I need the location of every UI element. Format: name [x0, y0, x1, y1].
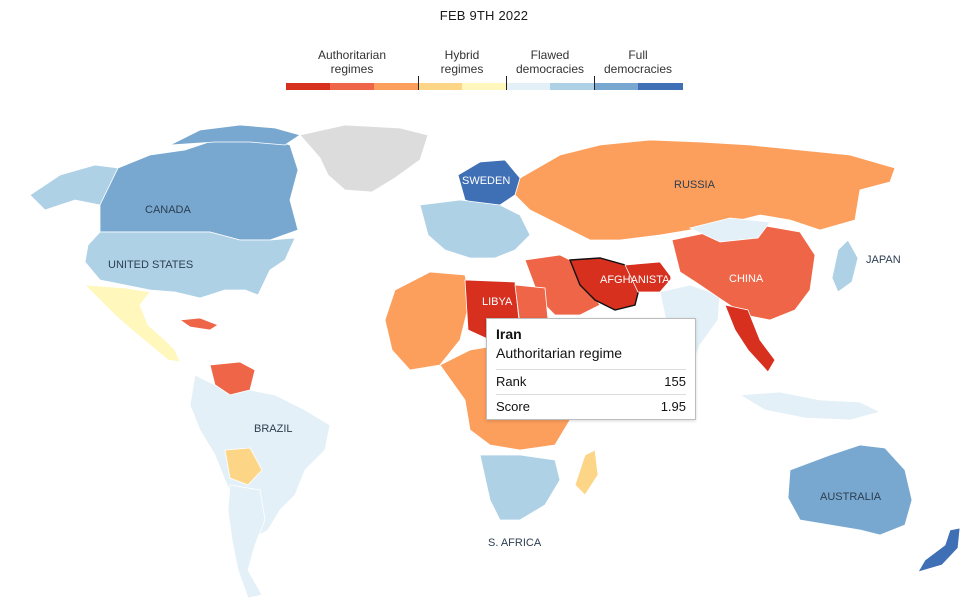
country-bolivia[interactable]: [224, 447, 263, 486]
legend: Authoritarian regimes Hybrid regimes Fla…: [286, 48, 683, 92]
country-indonesia[interactable]: [738, 391, 882, 421]
label-brazil: BRAZIL: [254, 423, 293, 435]
tooltip-score-label: Score: [496, 399, 530, 414]
tooltip-country-name: Iran: [496, 326, 522, 342]
country-argentina[interactable]: [227, 484, 266, 599]
legend-divider: [506, 76, 507, 90]
country-afghanistan[interactable]: [624, 261, 673, 293]
tooltip-rank-value: 155: [664, 374, 686, 389]
label-australia: AUSTRALIA: [820, 491, 882, 503]
legend-swatch: [286, 83, 331, 90]
country-iran[interactable]: [568, 257, 641, 311]
legend-divider: [418, 76, 419, 90]
label-canada: CANADA: [145, 204, 192, 216]
label-china: CHINA: [729, 273, 764, 285]
country-japan[interactable]: [831, 239, 859, 293]
country-myanmar[interactable]: [724, 304, 776, 373]
country-australia[interactable]: [787, 444, 913, 536]
country-western-europe[interactable]: [419, 199, 531, 259]
legend-label-flawed: Flawed democracies: [515, 48, 585, 76]
legend-swatch: [462, 83, 507, 90]
legend-swatch: [374, 83, 419, 90]
legend-swatch: [594, 83, 639, 90]
label-japan: JAPAN: [866, 254, 901, 266]
legend-swatch: [330, 83, 375, 90]
tooltip-regime-category: Authoritarian regime: [496, 345, 623, 361]
legend-label-authoritarian: Authoritarian regimes: [317, 48, 387, 76]
label-united-states: UNITED STATES: [108, 259, 193, 271]
legend-swatch: [418, 83, 463, 90]
country-madagascar[interactable]: [574, 449, 599, 496]
label-sweden: SWEDEN: [462, 175, 510, 187]
legend-swatch: [550, 83, 595, 90]
label-afghanistan: AFGHANISTAN: [600, 274, 677, 286]
tooltip-rank-row: Rank 155: [496, 369, 686, 394]
label-south-africa: S. AFRICA: [488, 537, 542, 549]
country-tooltip: Iran Authoritarian regime Rank 155 Score…: [486, 318, 696, 420]
country-greenland[interactable]: [299, 124, 429, 193]
date-label: FEB 9TH 2022: [439, 8, 529, 23]
legend-swatch: [638, 83, 683, 90]
country-united-states[interactable]: [84, 231, 296, 299]
tooltip-score-row: Score 1.95: [496, 394, 686, 419]
label-russia: RUSSIA: [674, 179, 716, 191]
country-algeria[interactable]: [384, 271, 471, 371]
tooltip-score-value: 1.95: [660, 399, 686, 414]
country-russia[interactable]: [514, 139, 896, 241]
tooltip-rank-label: Rank: [496, 374, 527, 389]
legend-swatch: [506, 83, 551, 90]
country-canada-islands[interactable]: [169, 124, 301, 146]
country-cuba[interactable]: [178, 317, 219, 331]
country-mongolia[interactable]: [688, 217, 771, 243]
country-south-africa[interactable]: [479, 454, 561, 521]
country-mexico[interactable]: [83, 284, 181, 363]
legend-divider: [594, 76, 595, 90]
legend-label-hybrid: Hybrid regimes: [440, 48, 484, 76]
country-new-zealand[interactable]: [917, 527, 961, 573]
country-canada[interactable]: [99, 134, 299, 241]
label-libya: LIBYA: [482, 296, 513, 308]
country-brazil[interactable]: [189, 374, 331, 541]
legend-label-full: Full democracies: [603, 48, 673, 76]
